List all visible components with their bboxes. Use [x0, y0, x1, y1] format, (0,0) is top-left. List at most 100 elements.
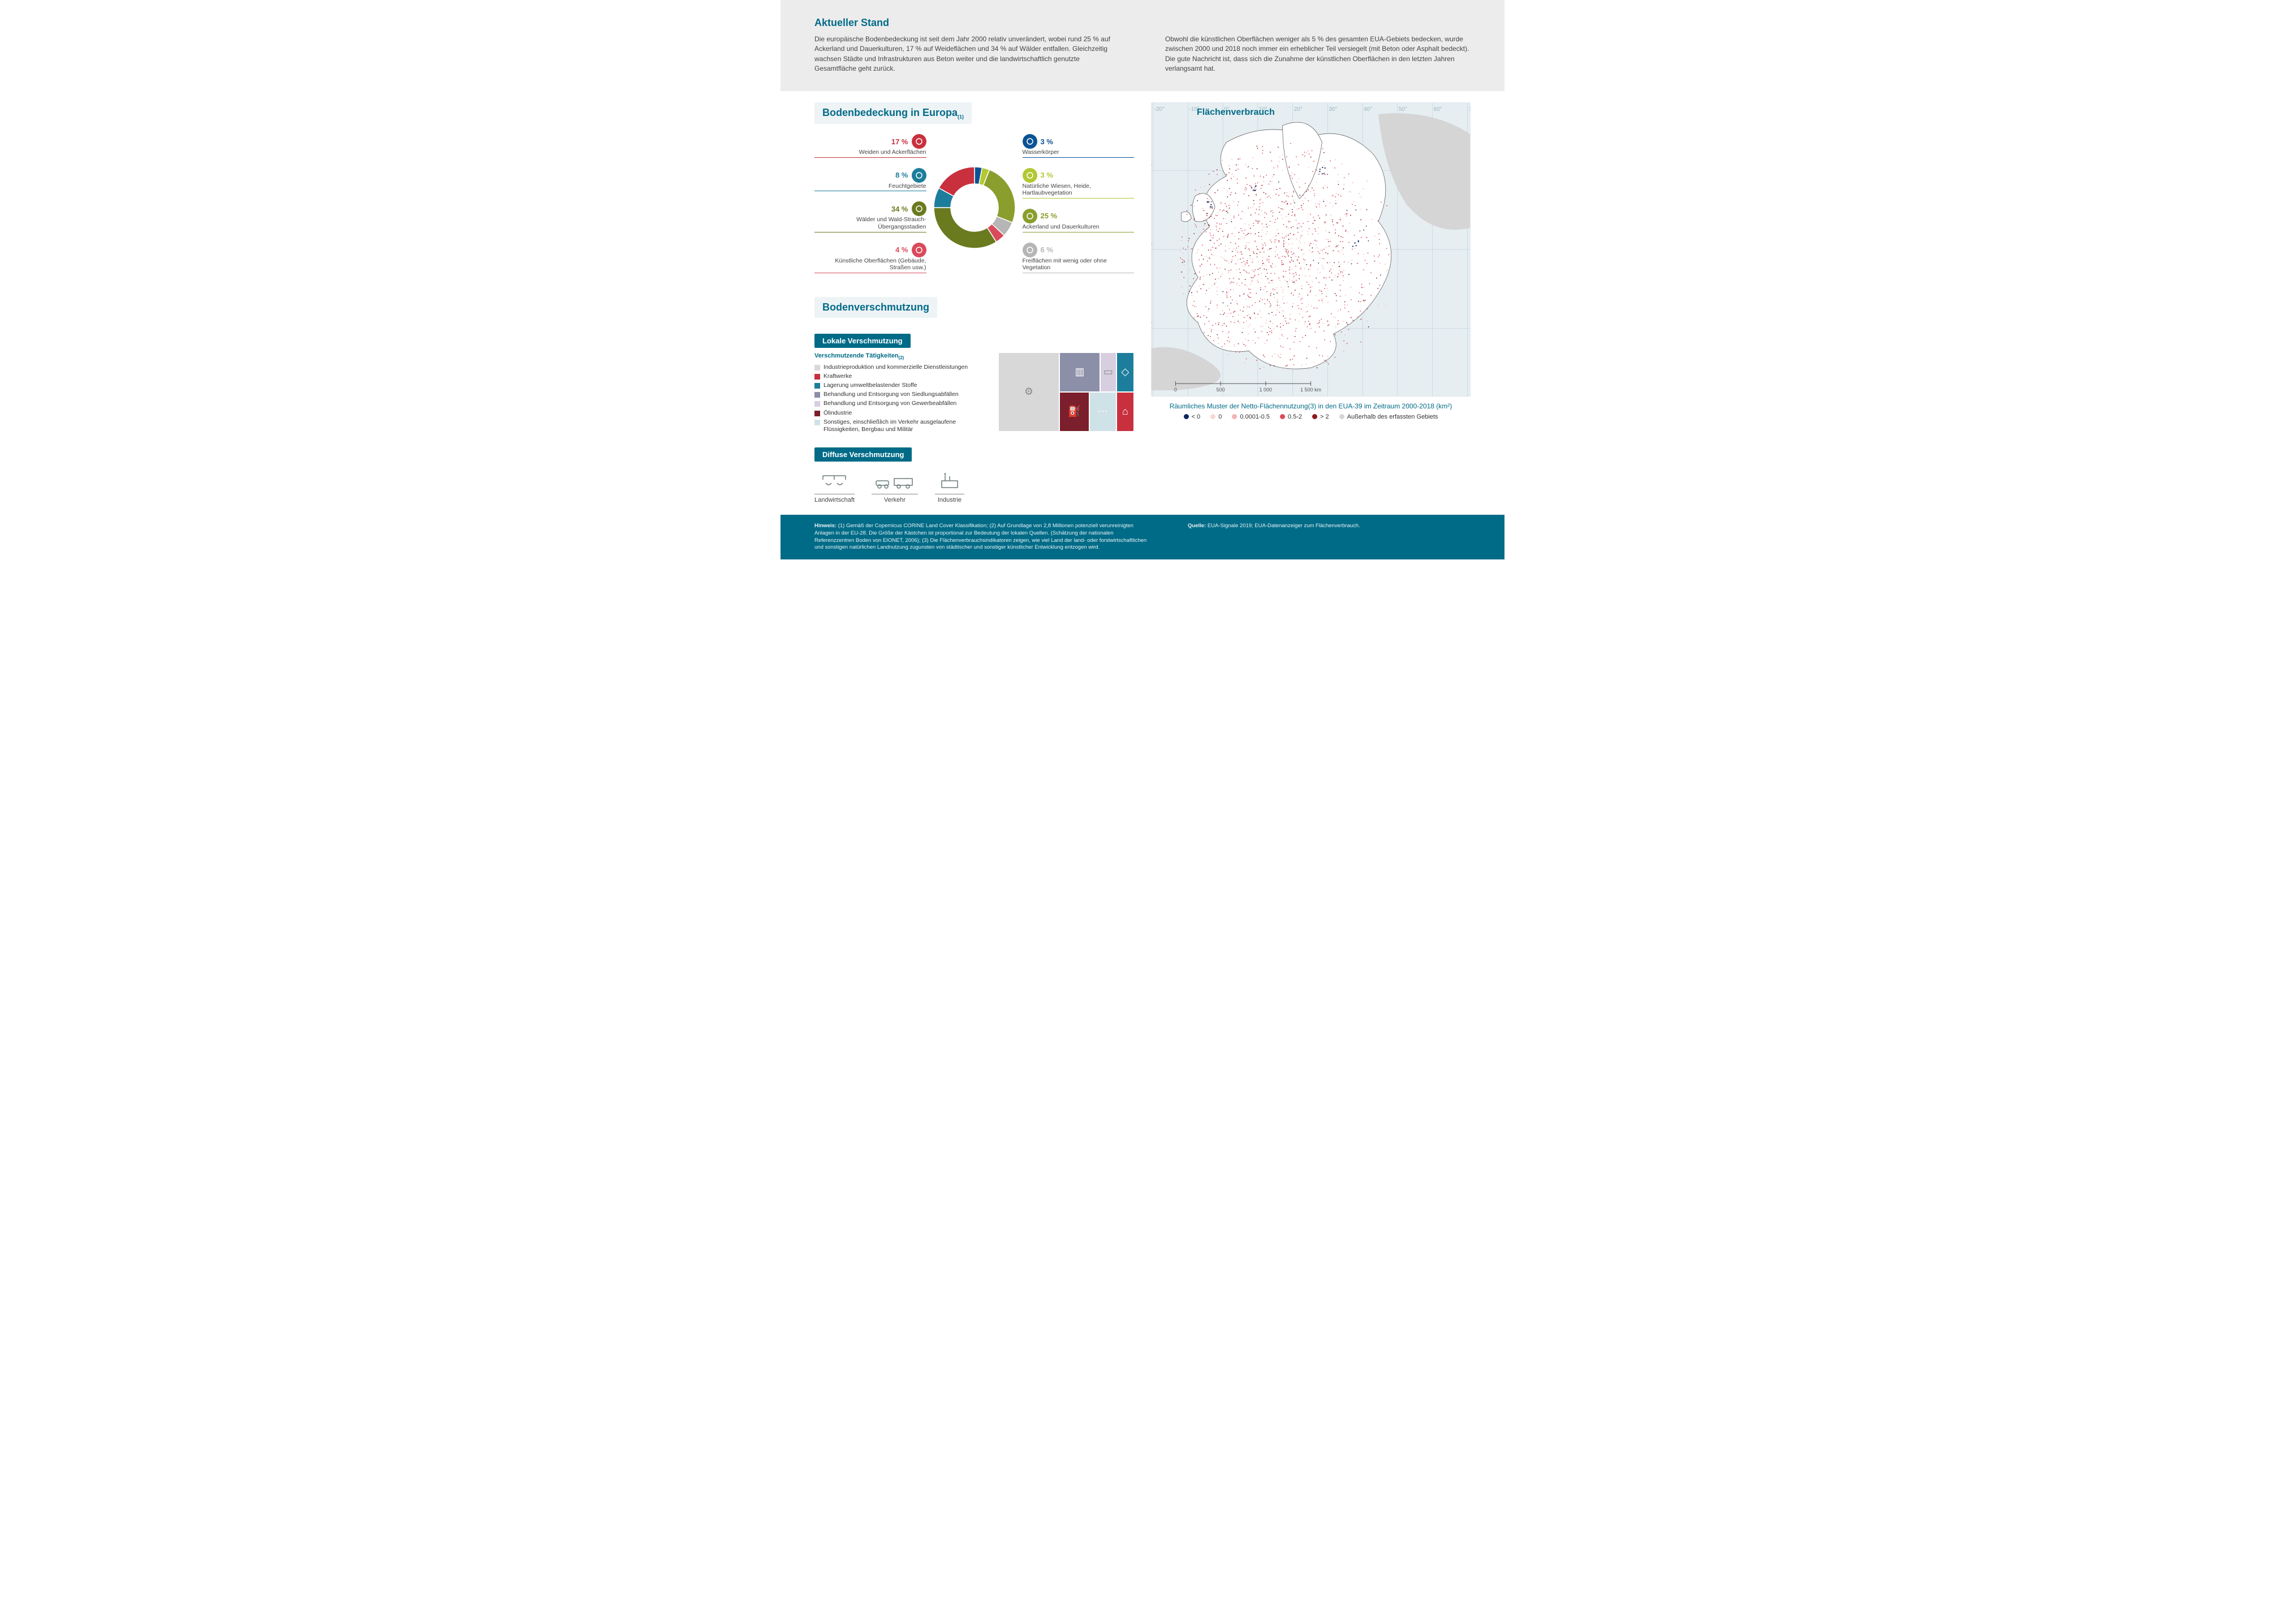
- legend-swatch: [814, 392, 820, 398]
- legend-dot: [1184, 414, 1189, 419]
- header-band: Aktueller Stand Die europäische Bodenbed…: [781, 0, 1504, 91]
- legend-swatch: [814, 420, 820, 425]
- map-title: Flächenverbrauch: [1197, 107, 1275, 118]
- svg-text:40°: 40°: [1152, 321, 1153, 328]
- footer-hinweis-label: Hinweis:: [814, 523, 837, 529]
- legend-label: Behandlung und Entsorgung von Siedlungsa…: [824, 391, 959, 398]
- footer: Hinweis: (1) Gemäß der Copernicus CORINE…: [781, 515, 1504, 559]
- svg-text:1 000: 1 000: [1260, 387, 1272, 393]
- svg-text:60°: 60°: [1152, 163, 1153, 170]
- svg-text:-20°: -20°: [1154, 106, 1165, 113]
- legend-dot: [1210, 414, 1215, 419]
- diffuse-pollution-badge: Diffuse Verschmutzung: [814, 447, 912, 462]
- donut-labels-left: 17 % Weiden und Ackerflächen 8 % Feuchtge…: [814, 134, 926, 283]
- svg-text:500: 500: [1217, 387, 1225, 393]
- legend-label: > 2: [1320, 413, 1329, 420]
- svg-text:70°: 70°: [1468, 106, 1470, 113]
- pollution-legend-title: Verschmutzende Tätigkeiten: [814, 352, 899, 359]
- diffuse-item: Verkehr: [872, 472, 918, 503]
- treemap-cell: ⚙: [998, 352, 1059, 432]
- legend-swatch: [814, 401, 820, 407]
- legend-dot: [1339, 414, 1344, 419]
- pollution-legend-item: Behandlung und Entsorgung von Siedlungsa…: [814, 391, 988, 398]
- diffuse-label: Verkehr: [872, 497, 918, 503]
- pollution-legend-item: Sonstiges, einschließlich im Verkehr aus…: [814, 419, 988, 433]
- donut-segment-ackerland: [983, 170, 1015, 222]
- legend-label: 0.5-2: [1288, 413, 1302, 420]
- pollution-legend-item: Behandlung und Entsorgung von Gewerbeabf…: [814, 400, 988, 407]
- legend-dot: [1232, 414, 1237, 419]
- diffuse-row: Landwirtschaft Verkehr Industrie: [814, 472, 1134, 503]
- pollution-legend-item: Industrieproduktion und kommerzielle Die…: [814, 364, 988, 371]
- diffuse-icon: [814, 472, 855, 494]
- legend-swatch: [814, 374, 820, 380]
- diffuse-icon: [872, 472, 918, 494]
- treemap-cell: ▥: [1059, 352, 1100, 392]
- donut-label-ackerland: 25 %Ackerland und Dauerkulturen: [1023, 209, 1135, 232]
- legend-swatch: [814, 383, 820, 389]
- legend-label: 0.0001-0.5: [1240, 413, 1270, 420]
- diffuse-item: Landwirtschaft: [814, 472, 855, 503]
- svg-text:20°: 20°: [1294, 106, 1303, 113]
- map-legend-item: 0.0001-0.5: [1232, 413, 1270, 420]
- header-title: Aktueller Stand: [814, 17, 1471, 29]
- map-legend-item: 0.5-2: [1280, 413, 1302, 420]
- map-box: Flächenverbrauch -20°-10°0°10°20°30°40°5…: [1151, 102, 1471, 397]
- donut-svg-wrap: [926, 160, 1023, 257]
- donut-segment-waelder: [934, 208, 997, 248]
- header-paragraph-right: Obwohl die künstlichen Oberflächen wenig…: [1165, 35, 1471, 74]
- donut-label-wiesen_heide: 3 %Natürliche Wiesen, Heide, Hartlaubveg…: [1023, 168, 1135, 199]
- legend-label: < 0: [1192, 413, 1201, 420]
- treemap-cell: ⛽: [1059, 392, 1089, 432]
- donut-labels-right: 3 %Wasserkörper 3 %Natürliche Wiesen, He…: [1023, 134, 1135, 283]
- donut-svg: [926, 160, 1023, 256]
- legend-dot: [1312, 414, 1317, 419]
- map-caption: Räumliches Muster der Netto-Flächennutzu…: [1151, 402, 1471, 410]
- legend-swatch: [814, 365, 820, 371]
- svg-text:50°: 50°: [1399, 106, 1407, 113]
- local-pollution-badge: Lokale Verschmutzung: [814, 334, 911, 348]
- pollution-legend-item: Kraftwerke: [814, 373, 988, 380]
- treemap-cell: ▭: [1100, 352, 1116, 392]
- pollution-legend-item: Ölindustrie: [814, 410, 988, 417]
- donut-chart: 17 % Weiden und Ackerflächen 8 % Feuchtge…: [814, 134, 1134, 283]
- map-legend-item: < 0: [1184, 413, 1201, 420]
- pollution-legend-item: Lagerung umweltbelastender Stoffe: [814, 382, 988, 389]
- legend-label: Sonstiges, einschließlich im Verkehr aus…: [824, 419, 988, 433]
- landcover-title: Bodenbedeckung in Europa(1): [814, 102, 972, 124]
- treemap-cell: ⋯: [1089, 392, 1116, 432]
- svg-text:50°: 50°: [1152, 243, 1153, 249]
- diffuse-label: Industrie: [935, 497, 964, 503]
- treemap-cell: ◇: [1116, 352, 1134, 392]
- donut-label-wasserkoerper: 3 %Wasserkörper: [1023, 134, 1135, 158]
- map-legend-item: 0: [1210, 413, 1222, 420]
- map-svg: -20°-10°0°10°20°30°40°50°60°70°60°50°40°…: [1152, 103, 1470, 396]
- landcover-title-ref: (1): [958, 114, 964, 119]
- map-legend: < 0 0 0.0001-0.5 0.5-2 > 2 Außerhalb des erfa…: [1151, 413, 1471, 420]
- svg-text:1 500 km: 1 500 km: [1300, 387, 1321, 393]
- donut-label-freiflaechen: 6 %Freiflächen mit wenig oder ohne Veget…: [1023, 243, 1135, 273]
- pollution-treemap: ⚙▥▭◇ ⛽⋯⌂: [998, 352, 1134, 432]
- diffuse-label: Landwirtschaft: [814, 497, 855, 503]
- legend-label: Ölindustrie: [824, 410, 852, 417]
- landcover-title-text: Bodenbedeckung in Europa: [822, 107, 958, 118]
- map-legend-item: > 2: [1312, 413, 1329, 420]
- svg-text:30°: 30°: [1329, 106, 1337, 113]
- legend-label: Kraftwerke: [824, 373, 852, 380]
- footer-quelle-text: EUA-Signale 2019; EUA-Datenanzeiger zum …: [1208, 523, 1360, 529]
- legend-label: Außerhalb des erfassten Gebiets: [1347, 413, 1438, 420]
- header-paragraph-left: Die europäische Bodenbedeckung ist seit …: [814, 35, 1120, 74]
- treemap-cell: ⌂: [1116, 392, 1134, 432]
- footer-hinweis-text: (1) Gemäß der Copernicus CORINE Land Cov…: [814, 523, 1146, 550]
- footer-quelle-label: Quelle:: [1188, 523, 1206, 529]
- svg-text:60°: 60°: [1434, 106, 1442, 113]
- diffuse-icon: [935, 472, 964, 494]
- pollution-legend-ref: (2): [899, 355, 904, 360]
- legend-dot: [1280, 414, 1285, 419]
- svg-text:0: 0: [1174, 387, 1177, 393]
- donut-label-weiden: 17 % Weiden und Ackerflächen: [814, 134, 926, 158]
- legend-label: Lagerung umweltbelastender Stoffe: [824, 382, 917, 389]
- donut-label-feuchtgebiete: 8 % Feuchtgebiete: [814, 168, 926, 192]
- diffuse-item: Industrie: [935, 472, 964, 503]
- legend-label: 0: [1218, 413, 1222, 420]
